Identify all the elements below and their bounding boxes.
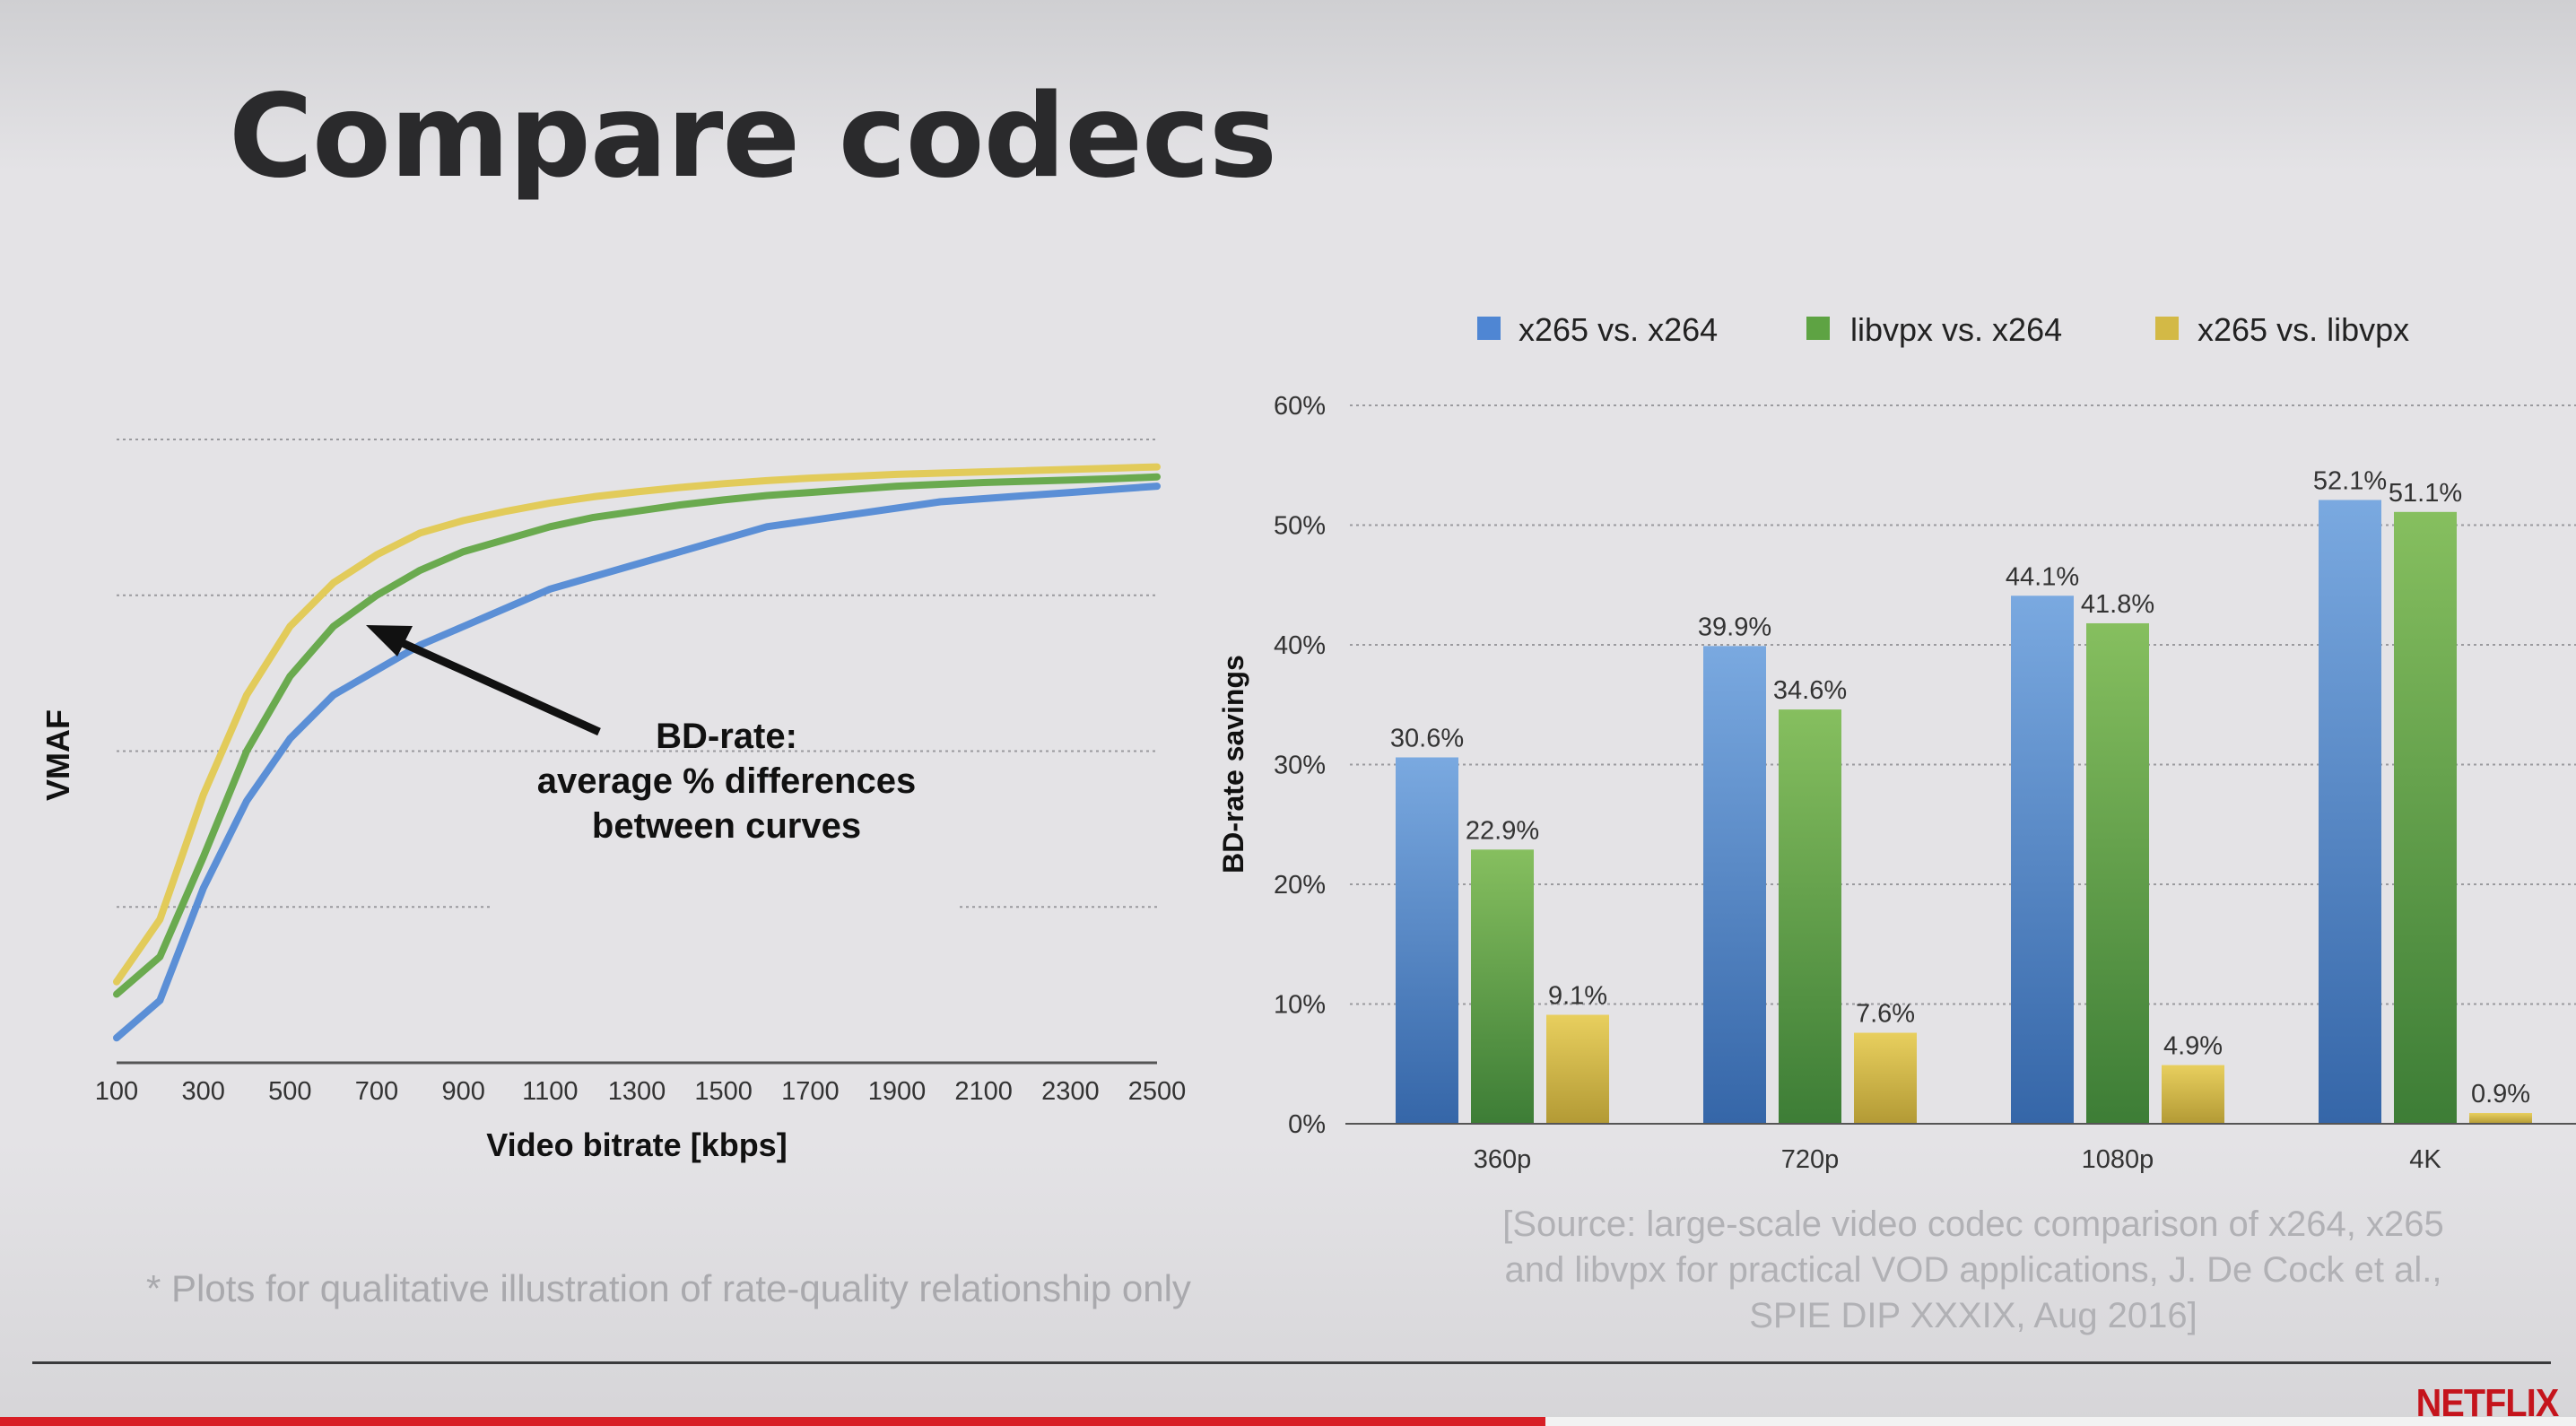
bar-4K-series-1 — [2319, 500, 2381, 1124]
bar-value-label: 41.8% — [2081, 590, 2154, 619]
bar-chart-legend: x265 vs. x264 libvpx vs. x264 x265 vs. l… — [1477, 311, 2409, 348]
bar-chart-category-label: 360p — [1474, 1145, 1532, 1174]
bar-720p-series-3 — [1854, 1032, 1917, 1124]
bar-1080p-series-3 — [2162, 1065, 2224, 1124]
annotation-line-2: average % differences — [536, 761, 917, 801]
bar-4K-series-3 — [2469, 1112, 2532, 1124]
line-chart-y-axis-title: VMAF — [39, 709, 76, 801]
line-chart-x-tick-label: 1700 — [781, 1077, 840, 1106]
footer-divider — [32, 1361, 2551, 1364]
bar-chart-y-tick-label: 30% — [1274, 752, 1326, 780]
bar-chart-y-tick-label: 50% — [1274, 512, 1326, 541]
bar-chart-category-label: 4K — [2409, 1145, 2441, 1174]
line-chart-series-3 — [113, 463, 1161, 986]
bar-value-label: 4.9% — [2163, 1032, 2223, 1061]
legend-swatch-x265-vs-x264 — [1477, 317, 1501, 340]
bar-chart-y-tick-label: 20% — [1274, 871, 1326, 900]
bar-value-label: 30.6% — [1390, 724, 1464, 752]
bar-value-label: 51.1% — [2389, 479, 2462, 508]
bar-720p-series-2 — [1779, 709, 1841, 1124]
bar-1080p-series-1 — [2011, 596, 2074, 1124]
line-chart-x-tick-label: 1300 — [608, 1077, 666, 1106]
line-chart-series — [113, 463, 1161, 1042]
annotation-line-3: between curves — [591, 806, 862, 846]
line-chart-x-tick-label: 2300 — [1041, 1077, 1100, 1106]
bar-chart-category-labels: 360p 720p 1080p 4K — [1474, 1145, 2442, 1174]
bar-720p-series-1 — [1703, 646, 1766, 1124]
line-chart-x-tick-label: 1500 — [694, 1077, 753, 1106]
line-chart-series-2 — [113, 473, 1161, 998]
bar-value-label: 9.1% — [1548, 982, 1607, 1011]
line-chart: 100 300 500 700 900 1100 1300 1500 1700 1900 2100 2… — [39, 439, 1186, 1163]
source-citation: [Source: large-scale video codec compari… — [1435, 1202, 2511, 1339]
line-chart-x-tick-label: 1900 — [868, 1077, 927, 1106]
bar-chart-y-tick-label: 10% — [1274, 991, 1326, 1020]
line-chart-x-tick-label: 500 — [268, 1077, 311, 1106]
bar-360p-series-2 — [1471, 849, 1534, 1124]
source-line-2: and libvpx for practical VOD application… — [1504, 1250, 2442, 1290]
line-chart-x-ticks: 100 300 500 700 900 1100 1300 1500 1700 1900 2100 2… — [95, 1077, 1186, 1106]
legend-label-x265-vs-libvpx: x265 vs. libvpx — [2197, 311, 2409, 348]
line-chart-x-tick-label: 2100 — [954, 1077, 1013, 1106]
video-progress-fill — [0, 1417, 1546, 1426]
bar-1080p-series-2 — [2086, 622, 2149, 1124]
bar-value-label: 52.1% — [2313, 466, 2387, 495]
source-line-1: [Source: large-scale video codec compari… — [1502, 1204, 2444, 1244]
bar-value-label: 34.6% — [1773, 676, 1847, 705]
bd-rate-annotation: BD-rate: average % differences between c… — [502, 714, 951, 848]
bar-chart-y-tick-label: 0% — [1288, 1110, 1326, 1139]
line-chart-series-1 — [113, 483, 1161, 1042]
bar-chart-y-tick-label: 40% — [1274, 631, 1326, 660]
line-chart-x-tick-label: 2500 — [1128, 1077, 1187, 1106]
legend-swatch-x265-vs-libvpx — [2155, 317, 2179, 340]
legend-label-libvpx-vs-x264: libvpx vs. x264 — [1850, 311, 2062, 348]
annotation-line-1: BD-rate: — [656, 717, 797, 756]
bar-360p-series-3 — [1546, 1014, 1609, 1124]
line-chart-x-tick-label: 300 — [181, 1077, 224, 1106]
bar-value-label: 7.6% — [1856, 1000, 1915, 1029]
annotation-arrow — [366, 625, 601, 736]
bar-chart-category-label: 1080p — [2082, 1145, 2154, 1174]
line-chart-x-tick-label: 1100 — [522, 1077, 578, 1106]
line-chart-x-tick-label: 900 — [441, 1077, 484, 1106]
bar-value-label: 39.9% — [1698, 613, 1771, 641]
source-line-3: SPIE DIP XXXIX, Aug 2016] — [1749, 1296, 2197, 1335]
bar-chart-value-labels: 30.6% 22.9% 9.1% 39.9% 34.6% 7.6% 44.1%41.8% 4.… — [1390, 466, 2530, 1109]
bar-chart-y-axis-title: BD-rate savings — [1217, 655, 1249, 874]
line-chart-x-axis-title: Video bitrate [kbps] — [486, 1126, 787, 1163]
bar-chart-y-tick-label: 60% — [1274, 392, 1326, 421]
bar-value-label: 0.9% — [2471, 1080, 2530, 1109]
bar-chart-y-ticks: 0% 10% 20% 30% 40% 50% 60% — [1274, 392, 1326, 1139]
line-chart-gridlines — [117, 439, 1157, 909]
legend-label-x265-vs-x264: x265 vs. x264 — [1519, 311, 1718, 348]
line-chart-x-tick-label: 700 — [355, 1077, 398, 1106]
bar-chart: x265 vs. x264 libvpx vs. x264 x265 vs. l… — [1217, 311, 2576, 1174]
bar-value-label: 22.9% — [1466, 816, 1539, 845]
bar-4K-series-2 — [2394, 511, 2457, 1124]
bar-chart-category-label: 720p — [1781, 1145, 1840, 1174]
footnote: * Plots for qualitative illustration of … — [146, 1267, 1191, 1309]
bar-chart-bars — [1396, 500, 2532, 1124]
slide-title: Compare codecs — [229, 70, 1277, 204]
line-chart-x-tick-label: 100 — [95, 1077, 138, 1106]
video-progress-bar[interactable] — [0, 1417, 2576, 1426]
bar-value-label: 44.1% — [2006, 562, 2079, 591]
bar-360p-series-1 — [1396, 757, 1458, 1124]
legend-swatch-libvpx-vs-x264 — [1806, 317, 1830, 340]
